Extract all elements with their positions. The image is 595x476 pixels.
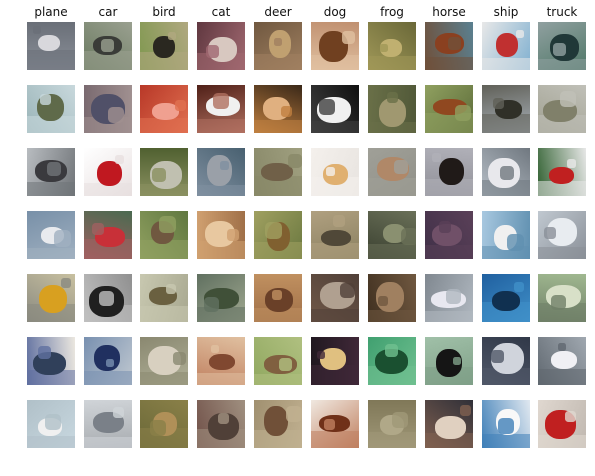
sample-image-car-1 (84, 22, 132, 70)
sample-image-dog-2 (311, 85, 359, 133)
sample-image-car-7 (84, 400, 132, 448)
column-label-cat: cat (211, 5, 231, 19)
sample-image-dog-6 (311, 337, 359, 385)
sample-image-car-3 (84, 148, 132, 196)
sample-image-deer-6 (254, 337, 302, 385)
column-label-frog: frog (380, 5, 404, 19)
sample-image-horse-2 (425, 85, 473, 133)
sample-image-deer-3 (254, 148, 302, 196)
sample-image-truck-2 (538, 85, 586, 133)
sample-image-plane-4 (27, 211, 75, 259)
sample-image-cat-6 (197, 337, 245, 385)
sample-image-frog-4 (368, 211, 416, 259)
sample-image-dog-5 (311, 274, 359, 322)
sample-image-frog-2 (368, 85, 416, 133)
sample-image-frog-7 (368, 400, 416, 448)
sample-image-dog-3 (311, 148, 359, 196)
sample-image-cat-4 (197, 211, 245, 259)
sample-image-deer-7 (254, 400, 302, 448)
sample-image-ship-5 (482, 274, 530, 322)
sample-image-dog-7 (311, 400, 359, 448)
sample-image-plane-2 (27, 85, 75, 133)
sample-image-bird-5 (140, 274, 188, 322)
column-label-horse: horse (432, 5, 466, 19)
sample-image-bird-3 (140, 148, 188, 196)
sample-image-truck-1 (538, 22, 586, 70)
sample-image-horse-1 (425, 22, 473, 70)
sample-image-car-2 (84, 85, 132, 133)
sample-image-dog-1 (311, 22, 359, 70)
sample-image-frog-1 (368, 22, 416, 70)
sample-image-truck-5 (538, 274, 586, 322)
sample-image-deer-5 (254, 274, 302, 322)
sample-image-ship-1 (482, 22, 530, 70)
sample-image-frog-3 (368, 148, 416, 196)
sample-image-ship-6 (482, 337, 530, 385)
sample-image-deer-1 (254, 22, 302, 70)
sample-image-car-4 (84, 211, 132, 259)
sample-image-plane-5 (27, 274, 75, 322)
sample-image-ship-3 (482, 148, 530, 196)
column-label-deer: deer (264, 5, 292, 19)
sample-image-truck-6 (538, 337, 586, 385)
sample-image-bird-7 (140, 400, 188, 448)
sample-image-frog-6 (368, 337, 416, 385)
sample-image-horse-7 (425, 400, 473, 448)
sample-image-car-6 (84, 337, 132, 385)
sample-image-plane-7 (27, 400, 75, 448)
sample-image-frog-5 (368, 274, 416, 322)
sample-image-truck-4 (538, 211, 586, 259)
sample-image-truck-3 (538, 148, 586, 196)
sample-image-bird-1 (140, 22, 188, 70)
sample-image-bird-2 (140, 85, 188, 133)
sample-image-dog-4 (311, 211, 359, 259)
column-label-dog: dog (323, 5, 347, 19)
sample-image-bird-6 (140, 337, 188, 385)
column-label-plane: plane (34, 5, 68, 19)
sample-image-truck-7 (538, 400, 586, 448)
column-label-car: car (98, 5, 118, 19)
sample-image-bird-4 (140, 211, 188, 259)
sample-image-ship-7 (482, 400, 530, 448)
sample-image-cat-3 (197, 148, 245, 196)
sample-image-cat-7 (197, 400, 245, 448)
sample-image-ship-4 (482, 211, 530, 259)
sample-image-plane-1 (27, 22, 75, 70)
sample-image-horse-3 (425, 148, 473, 196)
sample-image-deer-2 (254, 85, 302, 133)
column-label-ship: ship (493, 5, 519, 19)
column-label-truck: truck (546, 5, 578, 19)
sample-image-cat-1 (197, 22, 245, 70)
sample-image-ship-2 (482, 85, 530, 133)
sample-image-plane-3 (27, 148, 75, 196)
sample-image-horse-4 (425, 211, 473, 259)
sample-image-plane-6 (27, 337, 75, 385)
sample-image-cat-2 (197, 85, 245, 133)
column-label-bird: bird (152, 5, 176, 19)
sample-image-car-5 (84, 274, 132, 322)
sample-image-horse-6 (425, 337, 473, 385)
sample-image-cat-5 (197, 274, 245, 322)
sample-image-deer-4 (254, 211, 302, 259)
sample-image-horse-5 (425, 274, 473, 322)
